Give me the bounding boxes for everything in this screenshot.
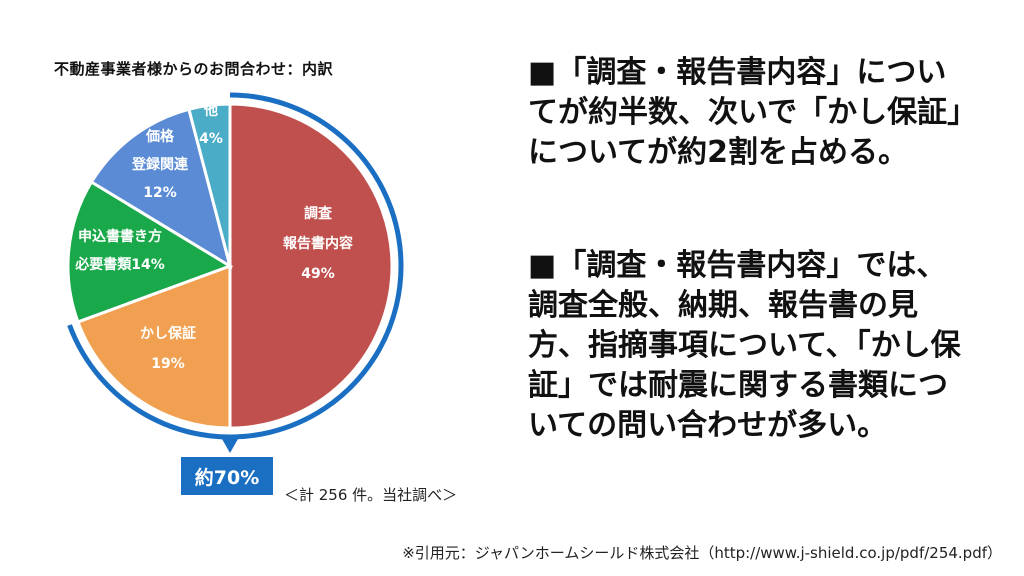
slice-label-0-2: 49%: [301, 266, 335, 282]
slice-label-1-0: かし保証: [140, 325, 196, 342]
approx-70-badge: 約70%: [181, 457, 273, 495]
slice-label-0-0: 調査: [304, 205, 333, 222]
pie-slice-4: [187, 102, 232, 267]
highlight-arrow: [222, 439, 238, 453]
slice-label-3-1: 登録関連: [131, 156, 189, 173]
slice-label-2-1: 必要書類14%: [74, 256, 165, 273]
slice-label-1-1: 19%: [151, 356, 185, 372]
pie-slice-2: [66, 179, 234, 324]
slice-label-3-2: 12%: [143, 185, 177, 201]
slice-label-3-0: 価格: [145, 128, 175, 145]
survey-note: ＜計 256 件。当社調べ＞: [284, 486, 458, 504]
slice-label-4-0: 他: [203, 102, 218, 119]
slice-label-0-1: 報告書内容: [283, 235, 353, 252]
pie-slice-0: [228, 102, 394, 430]
pie-slice-3: [89, 107, 233, 270]
summary-paragraph-2: ■「調査・報告書内容」では、調査全般、納期、報告書の見方、指摘事項について、「か…: [528, 248, 961, 443]
slice-label-4-1: 4%: [199, 131, 223, 147]
summary-paragraph-1: ■「調査・報告書内容」についてが約半数、次いで「かし保証」についてが約2割を占め…: [528, 55, 963, 170]
highlight-arc: [67, 92, 404, 440]
chart-title: 不動産事業者様からのお問合わせ：内訳: [54, 60, 334, 78]
pie-slice-1: [76, 263, 232, 430]
slice-label-2-0: 申込書書き方: [78, 228, 162, 245]
source-citation: ※引用元：ジャパンホームシールド株式会社（http://www.j-shield…: [402, 544, 1002, 562]
